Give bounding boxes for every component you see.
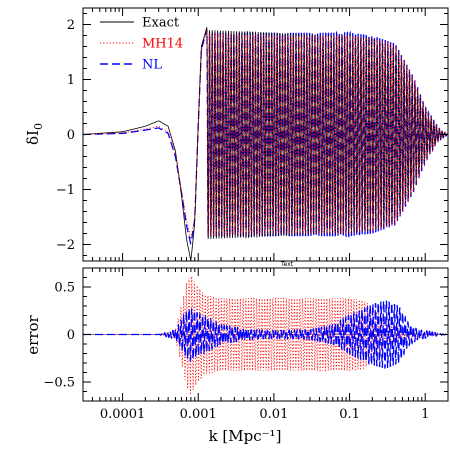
error-series-nl-line bbox=[83, 300, 448, 369]
legend-label-nl: NL bbox=[142, 58, 162, 73]
legend: Exact MH14 NL bbox=[100, 16, 183, 73]
series-exact-line bbox=[83, 27, 448, 260]
y-tick-label: 0 bbox=[67, 328, 75, 343]
annotation-text: Text bbox=[280, 261, 294, 268]
x-tick-label: 0.1 bbox=[339, 407, 360, 422]
y-tick-label: −2 bbox=[56, 238, 75, 253]
bottom-y-axis-label: error bbox=[24, 314, 42, 354]
x-tick-label: 0.01 bbox=[259, 407, 288, 422]
bottom-panel: 0.0001 0.001 0.01 0.1 1 0.5 0 −0.5 error k [Mp… bbox=[24, 267, 449, 445]
top-y-axis-label: δI0 bbox=[24, 123, 45, 145]
x-axis-label: k [Mpc⁻¹] bbox=[209, 427, 282, 445]
x-tick-label: 0.0001 bbox=[100, 407, 146, 422]
top-panel: 2 1 0 −1 −2 δI0 Text Exact MH14 NL bbox=[24, 7, 449, 268]
x-tick-label: 1 bbox=[421, 407, 429, 422]
y-tick-label: 2 bbox=[67, 18, 75, 33]
y-tick-label: 1 bbox=[67, 73, 75, 88]
legend-label-mh14: MH14 bbox=[142, 37, 183, 52]
y-tick-label: −0.5 bbox=[43, 376, 75, 391]
y-tick-label: 0 bbox=[67, 128, 75, 143]
x-tick-label: 0.001 bbox=[180, 407, 217, 422]
legend-label-exact: Exact bbox=[142, 16, 180, 31]
y-tick-label: −1 bbox=[56, 183, 75, 198]
y-tick-label: 0.5 bbox=[54, 281, 75, 296]
